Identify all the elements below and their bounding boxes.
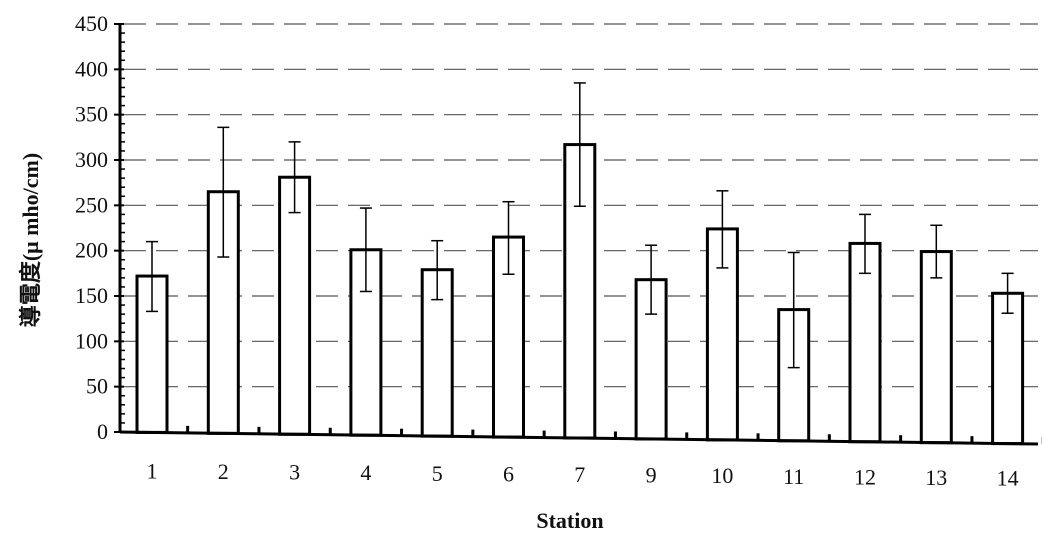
x-tick-label: 13 [925, 465, 947, 490]
y-tick-label: 300 [75, 147, 108, 172]
axes [114, 23, 1042, 446]
bar [991, 291, 1025, 446]
y-axis-title: 導電度(μ mho/cm) [18, 153, 43, 327]
y-tick-label: 100 [75, 328, 108, 353]
error-bars [146, 82, 1014, 369]
x-tick-label: 6 [503, 461, 514, 486]
x-tick-label: 3 [289, 460, 300, 485]
bar [278, 175, 312, 436]
x-axis-line [119, 430, 1039, 446]
y-tick-label: 0 [97, 419, 108, 444]
y-tick-label: 400 [75, 56, 108, 81]
x-tick-label: 14 [997, 466, 1019, 491]
x-tick-labels: 1 2 3 4 5 6 7 9 10 11 12 13 14 [147, 458, 1019, 490]
y-tick-label: 50 [86, 374, 108, 399]
y-tick-label: 250 [75, 192, 108, 217]
x-tick-label: 5 [432, 461, 443, 486]
y-tick-label: 450 [75, 11, 108, 36]
x-tick-label: 11 [783, 464, 804, 489]
x-tick-label: 1 [147, 458, 158, 483]
x-tick-label: 9 [646, 463, 657, 488]
bar [919, 250, 953, 445]
x-tick-label: 2 [218, 459, 229, 484]
x-tick-label: 7 [574, 462, 585, 487]
y-tick-label: 350 [75, 102, 108, 127]
x-tick-label: 10 [711, 463, 733, 488]
y-tick-labels: 0 50 100 150 200 250 300 350 400 450 [75, 11, 108, 444]
x-tick-label: 4 [360, 460, 371, 485]
y-tick-label: 200 [75, 238, 108, 263]
x-tick-label: 12 [854, 464, 876, 489]
y-tick-label: 150 [75, 283, 108, 308]
x-axis-title: Station [536, 508, 603, 533]
